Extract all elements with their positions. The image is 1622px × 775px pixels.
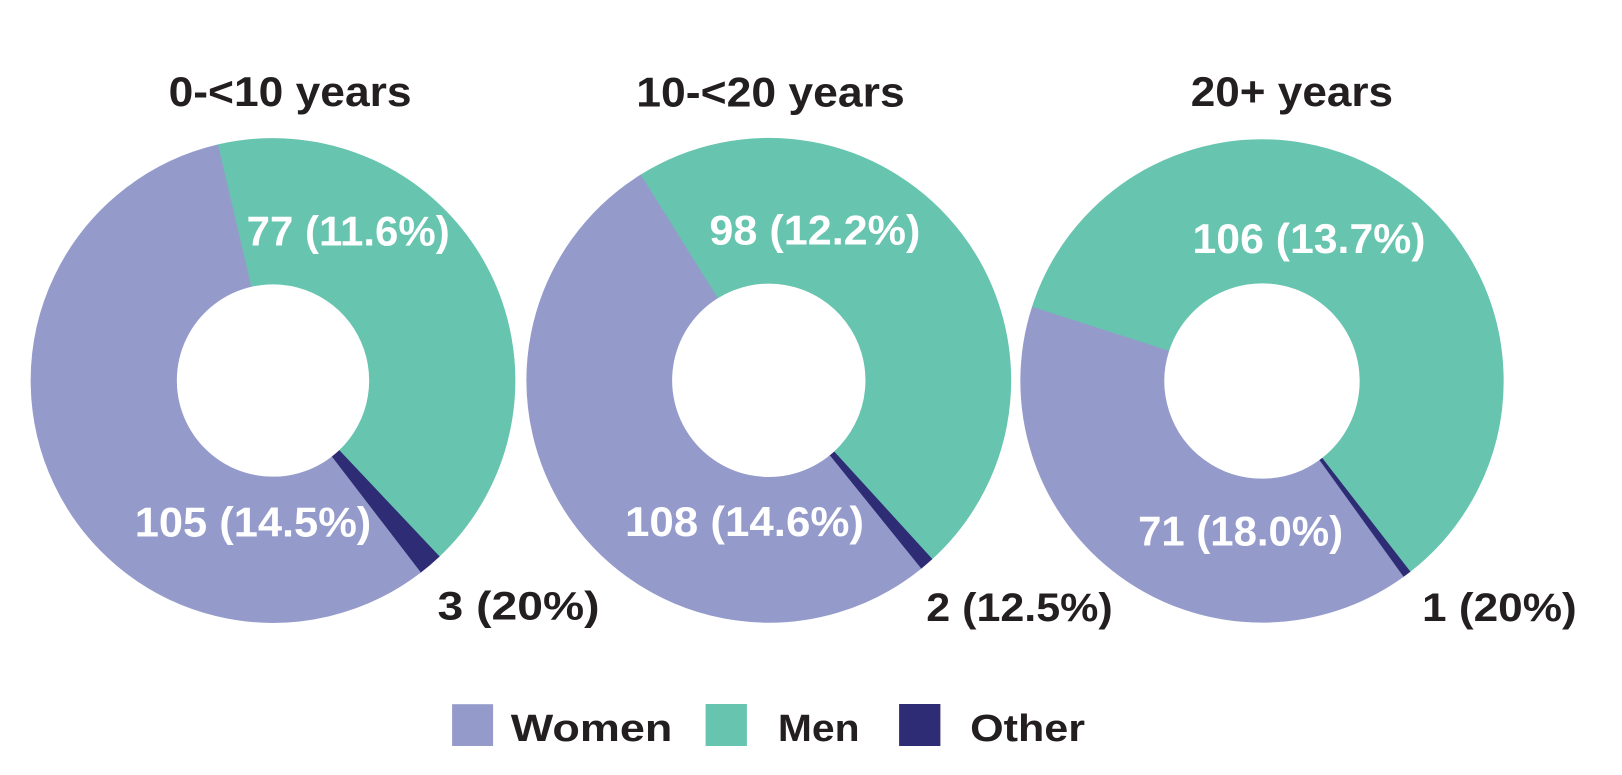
svg-text:3 (20%): 3 (20%) [438, 584, 600, 628]
svg-text:Women: Women [511, 708, 673, 750]
svg-text:98 (12.2%): 98 (12.2%) [709, 207, 920, 254]
svg-text:77 (11.6%): 77 (11.6%) [247, 208, 450, 255]
svg-text:1 (20%): 1 (20%) [1422, 586, 1577, 630]
svg-text:2 (12.5%): 2 (12.5%) [926, 586, 1113, 630]
svg-text:71 (18.0%): 71 (18.0%) [1138, 507, 1343, 554]
svg-text:108 (14.6%): 108 (14.6%) [625, 498, 864, 545]
svg-text:20+ years: 20+ years [1191, 68, 1393, 115]
svg-text:0-<10 years: 0-<10 years [169, 68, 412, 115]
svg-text:Men: Men [778, 708, 860, 750]
svg-text:105 (14.5%): 105 (14.5%) [135, 498, 372, 545]
svg-text:10-<20 years: 10-<20 years [636, 68, 904, 115]
svg-text:Other: Other [970, 708, 1085, 750]
svg-text:106 (13.7%): 106 (13.7%) [1193, 215, 1426, 262]
